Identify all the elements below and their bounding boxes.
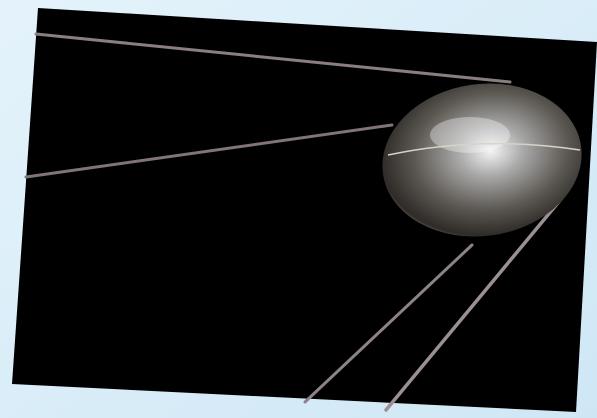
seam: [387, 142, 581, 156]
antenna: [384, 196, 564, 412]
sphere: [382, 83, 582, 237]
highlight: [430, 117, 510, 153]
antenna: [24, 123, 394, 179]
antenna: [34, 32, 512, 84]
antennas: [24, 32, 564, 412]
antenna: [303, 243, 474, 404]
